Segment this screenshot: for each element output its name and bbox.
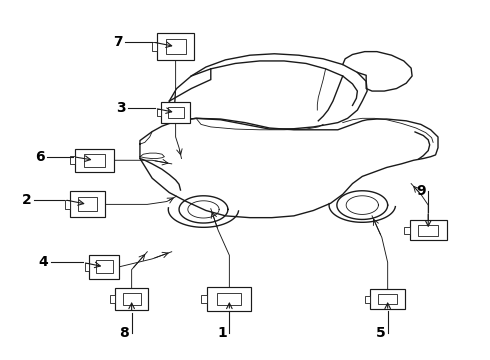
Bar [166,39,186,54]
Text: 3: 3 [116,101,125,115]
Text: 1: 1 [217,327,227,341]
Bar [75,149,114,172]
Bar [110,295,115,303]
Bar [70,156,75,165]
Text: 4: 4 [39,256,49,270]
Text: 9: 9 [416,184,426,198]
Text: 2: 2 [22,193,31,207]
Bar [378,294,397,305]
Bar [161,102,190,123]
Bar [418,225,439,236]
Bar [122,293,141,305]
Bar [157,33,194,60]
Bar [157,109,161,116]
Bar [207,287,251,311]
Bar [201,295,207,303]
Bar [410,220,446,240]
Bar [70,192,105,217]
Bar [404,227,410,234]
Bar [96,260,113,274]
Bar [115,288,148,310]
Bar [65,200,70,209]
Bar [370,289,405,309]
Text: 8: 8 [120,327,129,341]
Bar [89,255,120,279]
Bar [85,262,89,271]
Text: 7: 7 [113,35,123,49]
Bar [84,154,105,167]
Text: 6: 6 [35,150,45,164]
Bar [168,107,184,118]
Bar [365,296,370,302]
Bar [78,197,98,211]
Bar [152,42,157,51]
Bar [217,293,242,306]
Text: 5: 5 [375,327,385,341]
